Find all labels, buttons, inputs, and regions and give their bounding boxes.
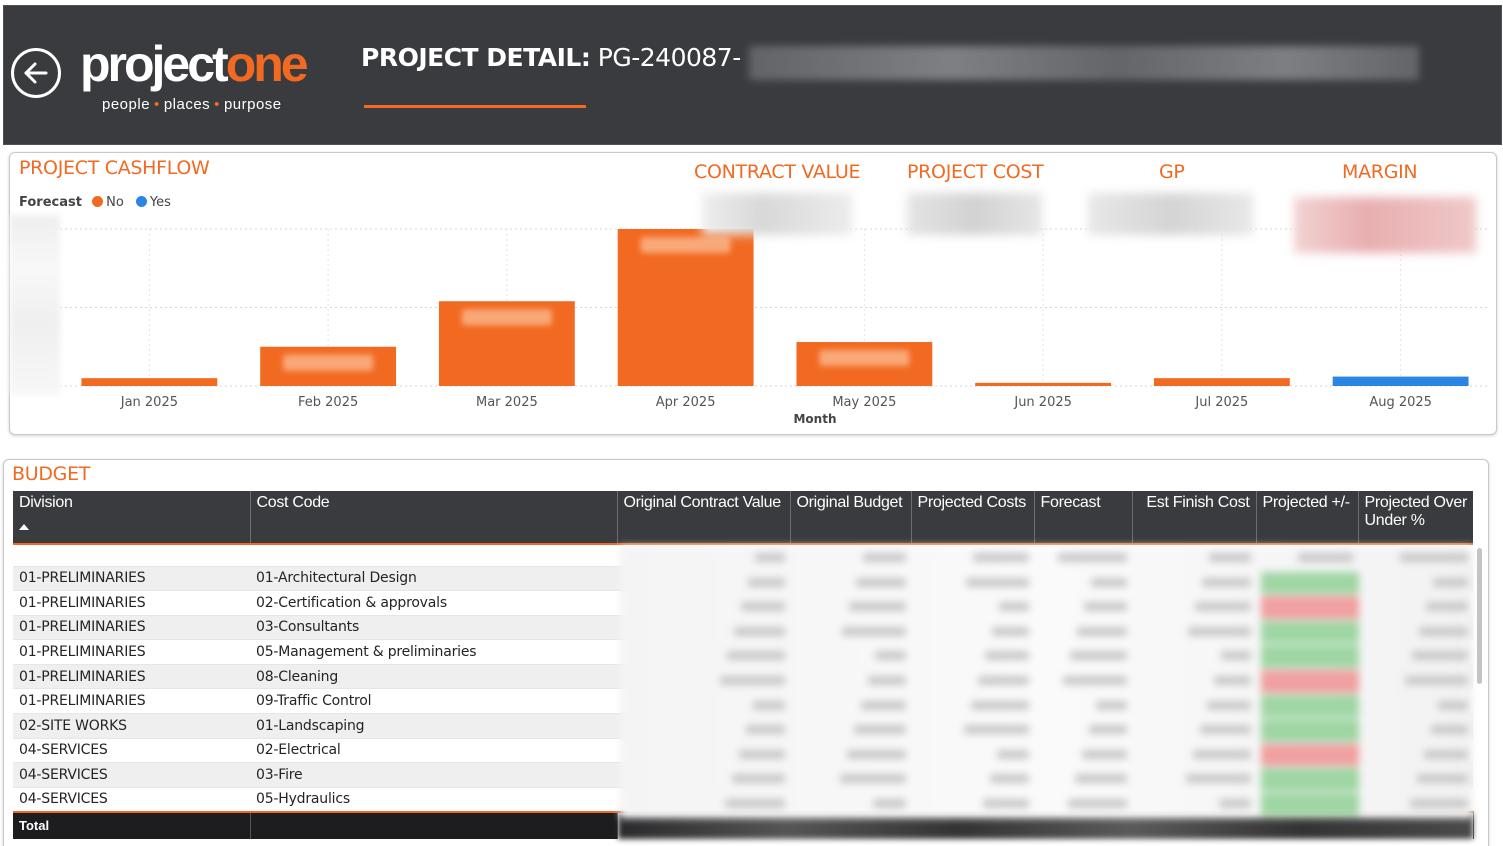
cost-code-cell: 05-Hydraulics — [250, 787, 617, 813]
x-axis-label: Month — [793, 412, 836, 426]
kpi-label: GP — [1159, 161, 1185, 183]
kpi-label: CONTRACT VALUE — [694, 161, 861, 183]
kpi-margin: MARGIN — [1342, 161, 1418, 183]
logo-word-one: one — [225, 36, 309, 92]
kpi-project-cost: PROJECT COST — [907, 161, 1044, 183]
redacted-data-label — [283, 354, 374, 371]
kpi-contract-value: CONTRACT VALUE — [694, 161, 860, 183]
redacted-budget-values — [620, 546, 1473, 818]
cost-code-cell: 02-Certification & approvals — [250, 590, 617, 616]
redacted-kpi-value — [1294, 197, 1476, 253]
chart-bar — [1153, 378, 1290, 386]
report-header: projectone people • places • purpose PROJECT… — [3, 5, 1502, 145]
redacted-kpi-value — [907, 193, 1042, 235]
legend-label-no: No — [106, 195, 124, 210]
redacted-data-label — [461, 309, 552, 326]
kpi-label: PROJECT COST — [907, 161, 1044, 183]
cost-code-cell: 09-Traffic Control — [250, 688, 617, 715]
redacted-y-axis — [10, 215, 60, 395]
chart-bar — [1332, 376, 1469, 386]
cost-code-cell: 03-Consultants — [250, 615, 617, 641]
division-cell: 02-SITE WORKS — [13, 713, 250, 739]
division-cell: 04-SERVICES — [13, 762, 250, 788]
redacted-data-label — [640, 237, 731, 253]
x-tick-label: Feb 2025 — [298, 395, 358, 410]
legend-item-no[interactable]: No — [92, 195, 124, 210]
legend-label-yes: Yes — [149, 195, 171, 210]
column-header-cost-code[interactable]: Cost Code — [250, 491, 618, 545]
cashflow-card: Jan 2025 Feb 2025 Mar 2025 Apr 2025 May 2025… — [9, 152, 1497, 435]
column-header-est-finish-cost[interactable]: Est Finish Cost — [1132, 491, 1257, 545]
chart-bar — [975, 382, 1112, 386]
cost-code-cell: 01-Architectural Design — [250, 566, 617, 592]
tagline-word: purpose — [223, 96, 282, 113]
kpi-label: MARGIN — [1342, 161, 1418, 183]
chart-legend: Forecast No Yes — [19, 195, 179, 210]
cost-code-cell: 05-Management & preliminaries — [250, 639, 617, 665]
cost-code-cell: 03-Fire — [250, 762, 617, 788]
legend-title: Forecast — [19, 195, 82, 210]
x-tick-label: Jul 2025 — [1194, 395, 1248, 410]
project-code: PG-240087- — [597, 43, 741, 72]
logo-word-project: project — [80, 36, 229, 92]
redacted-data-label — [819, 350, 910, 367]
sort-ascending-icon[interactable] — [19, 524, 29, 530]
column-header-projected-over-under[interactable]: Projected Over Under % — [1358, 491, 1473, 545]
table-header-row: Division Cost Code Original Contract Val… — [13, 491, 1473, 545]
chart-bar — [81, 378, 218, 386]
total-label: Total — [13, 810, 251, 839]
cost-code-cell: 02-Electrical — [250, 738, 617, 764]
x-tick-label: Apr 2025 — [656, 395, 716, 410]
budget-card: BUDGET Division Cost Code Original Contr… — [3, 459, 1489, 846]
x-tick-label: Jun 2025 — [1013, 395, 1072, 410]
column-header-original-contract-value[interactable]: Original Contract Value — [617, 491, 791, 545]
kpi-gp: GP — [1159, 161, 1185, 183]
cost-code-cell: 01-Landscaping — [250, 713, 617, 739]
back-arrow-icon — [24, 62, 48, 84]
title-underline — [364, 105, 586, 108]
table-scrollbar[interactable] — [1477, 548, 1482, 684]
column-header-original-budget[interactable]: Original Budget — [790, 491, 912, 545]
division-cell: 04-SERVICES — [13, 787, 250, 813]
cashflow-title: PROJECT CASHFLOW — [19, 157, 210, 179]
legend-swatch-yes — [135, 196, 147, 207]
redacted-kpi-value — [1088, 193, 1253, 235]
redacted-project-name — [749, 46, 1419, 80]
division-cell: 04-SERVICES — [13, 738, 250, 764]
cashflow-chart: Jan 2025 Feb 2025 Mar 2025 Apr 2025 May 2025… — [20, 228, 1490, 426]
logo-tagline: people • places • purpose — [102, 96, 282, 113]
page-title-label: PROJECT DETAIL: — [361, 43, 591, 72]
column-header-projected-costs[interactable]: Projected Costs — [911, 491, 1035, 545]
division-cell: 01-PRELIMINARIES — [13, 639, 250, 665]
tagline-word: places — [163, 96, 211, 113]
legend-swatch-no — [92, 196, 104, 207]
page-title: PROJECT DETAIL: PG-240087- — [361, 43, 741, 72]
division-cell: 01-PRELIMINARIES — [13, 590, 250, 616]
division-cell: 01-PRELIMINARIES — [13, 688, 250, 715]
budget-title: BUDGET — [12, 463, 91, 485]
tagline-word: people — [102, 96, 151, 113]
column-header-division[interactable]: Division — [13, 491, 251, 545]
cost-code-cell: 08-Cleaning — [250, 664, 617, 690]
budget-table-container: Division Cost Code Original Contract Val… — [13, 491, 1475, 839]
division-cell: 01-PRELIMINARIES — [13, 664, 250, 690]
back-button[interactable] — [11, 48, 61, 98]
redacted-kpi-value — [702, 193, 852, 235]
company-logo: projectone people • places • purpose — [80, 34, 330, 124]
division-cell: 01-PRELIMINARIES — [13, 566, 250, 592]
column-header-forecast[interactable]: Forecast — [1034, 491, 1133, 545]
column-header-projected-variance[interactable]: Projected +/- — [1256, 491, 1359, 545]
x-tick-label: Mar 2025 — [476, 395, 538, 410]
x-tick-label: Aug 2025 — [1369, 395, 1432, 410]
x-tick-label: May 2025 — [832, 395, 896, 410]
division-cell: 01-PRELIMINARIES — [13, 615, 250, 641]
x-tick-label: Jan 2025 — [120, 395, 178, 410]
chart-bar — [617, 229, 754, 386]
legend-item-yes[interactable]: Yes — [135, 195, 171, 210]
